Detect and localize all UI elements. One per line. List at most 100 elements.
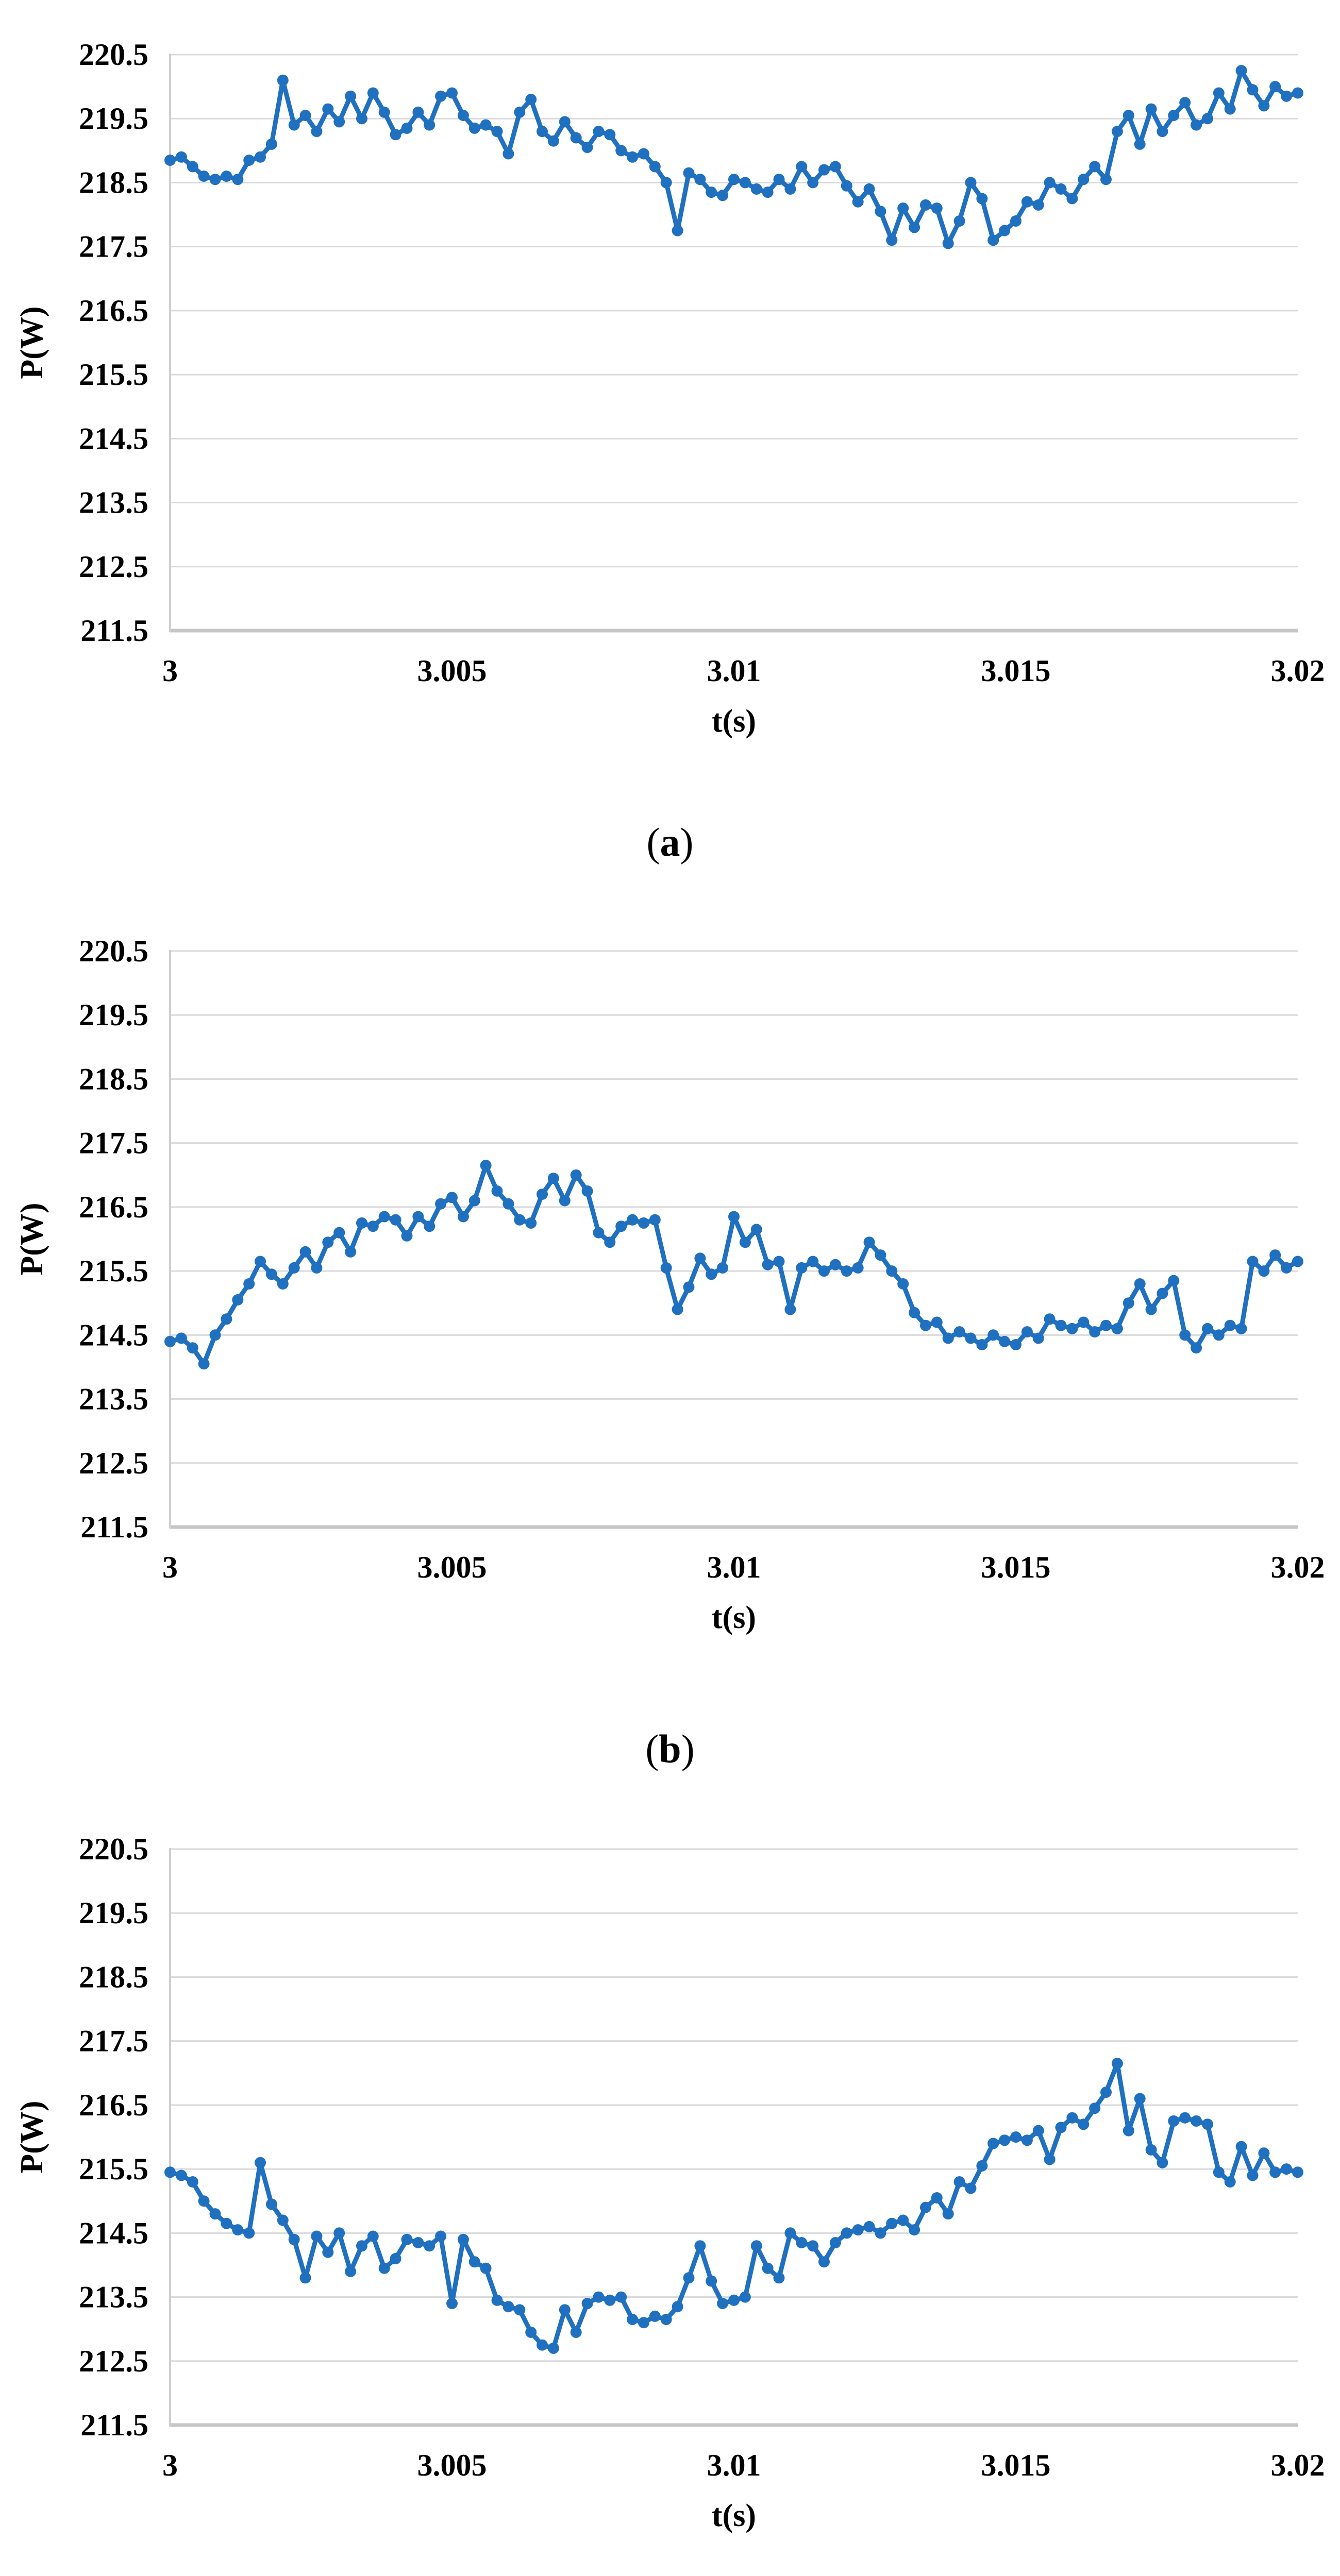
series-marker [457, 1211, 469, 1223]
series-marker [1224, 103, 1236, 115]
series-marker [175, 151, 187, 163]
series-marker [221, 171, 232, 182]
series-marker [593, 126, 605, 138]
series-marker [1281, 90, 1293, 102]
series-marker [1258, 2147, 1270, 2159]
series-marker [1292, 1256, 1303, 1267]
series-marker [660, 1262, 672, 1274]
series-marker [232, 1294, 244, 1306]
series-marker [243, 2227, 255, 2239]
series-marker [265, 138, 277, 150]
series-marker [953, 1326, 965, 1338]
series-marker [1269, 1249, 1281, 1261]
series-marker [660, 2314, 672, 2325]
series-marker [987, 234, 999, 246]
series-marker [1100, 2087, 1112, 2098]
series-marker [649, 2310, 661, 2322]
x-tick-label: 3.005 [417, 654, 487, 688]
series-marker [886, 1265, 898, 1277]
series-marker [1224, 1319, 1236, 1331]
series-marker [784, 183, 796, 195]
series-marker [311, 2230, 323, 2242]
series-marker [243, 1278, 255, 1290]
series-marker [1179, 2112, 1191, 2124]
y-tick-label: 220.5 [79, 934, 148, 968]
x-tick-label: 3.015 [981, 2448, 1051, 2482]
series-marker [706, 1268, 717, 1280]
series-marker [750, 183, 762, 195]
series-marker [164, 1335, 176, 1347]
series-marker [311, 126, 323, 138]
series-marker [750, 2240, 762, 2252]
x-axis-title: t(s) [712, 1600, 756, 1635]
series-marker [1055, 2122, 1067, 2133]
series-marker [953, 215, 965, 227]
series-marker [322, 103, 334, 115]
series-marker [829, 1259, 841, 1270]
x-tick-label: 3 [162, 654, 178, 688]
series-marker [1044, 1313, 1056, 1325]
series-marker [367, 1221, 379, 1232]
series-marker [750, 1224, 762, 1235]
series-marker [209, 2208, 221, 2220]
series-marker [694, 1252, 706, 1264]
series-marker [175, 2170, 187, 2181]
x-tick-label: 3.02 [1271, 654, 1325, 688]
series-marker [277, 74, 289, 86]
series-marker [570, 2326, 582, 2338]
y-tick-label: 217.5 [79, 230, 148, 264]
series-marker [1168, 110, 1180, 121]
series-marker [525, 1217, 537, 1229]
series-marker [897, 202, 909, 214]
series-marker [1145, 2144, 1157, 2156]
series-marker [875, 2227, 886, 2239]
x-tick-label: 3 [162, 2448, 178, 2482]
series-marker [1021, 196, 1033, 208]
series-marker [909, 2224, 920, 2236]
series-marker [525, 94, 537, 105]
series-marker [1134, 138, 1146, 150]
series-marker [829, 2237, 841, 2248]
y-axis-title: P(W) [14, 306, 49, 379]
series-marker [412, 106, 424, 118]
series-marker [604, 2294, 616, 2306]
caption-b-letter: b [659, 1726, 681, 1771]
series-marker [604, 129, 616, 141]
series-marker [1258, 100, 1270, 112]
series-marker [706, 187, 717, 198]
series-marker [1021, 2134, 1033, 2146]
series-marker [897, 2214, 909, 2226]
series-marker [672, 1303, 683, 1315]
series-marker [356, 113, 367, 125]
series-marker [187, 1342, 198, 1354]
series-marker [942, 238, 954, 249]
series-marker [378, 1211, 390, 1223]
series-marker [311, 1262, 323, 1274]
series-marker [717, 1262, 729, 1274]
series-marker [627, 2314, 639, 2325]
series-marker [232, 174, 244, 185]
series-marker [965, 2182, 977, 2194]
series-marker [841, 180, 852, 192]
series-marker [435, 1198, 447, 1210]
series-marker [457, 110, 469, 121]
series-marker [818, 164, 830, 176]
series-marker [221, 2217, 232, 2229]
series-marker [221, 1313, 232, 1325]
series-marker [728, 174, 740, 185]
series-marker [1032, 2125, 1044, 2137]
series-marker [660, 177, 672, 189]
series-marker [976, 193, 988, 205]
series-marker [288, 1262, 300, 1274]
chart-a-canvas: 211.5 212.5 213.5 214.5 215.5 216.5 217.5 218.5… [14, 38, 1325, 739]
series-marker [728, 1211, 740, 1223]
series-marker [909, 1307, 920, 1318]
series-marker [1145, 103, 1157, 115]
series-marker [1258, 1265, 1270, 1277]
y-tick-label: 216.5 [79, 294, 148, 328]
series-marker [728, 2294, 740, 2306]
series-marker [457, 2233, 469, 2245]
x-tick-label: 3.015 [981, 1550, 1051, 1584]
series-marker [1066, 193, 1078, 205]
series-marker [187, 2176, 198, 2188]
